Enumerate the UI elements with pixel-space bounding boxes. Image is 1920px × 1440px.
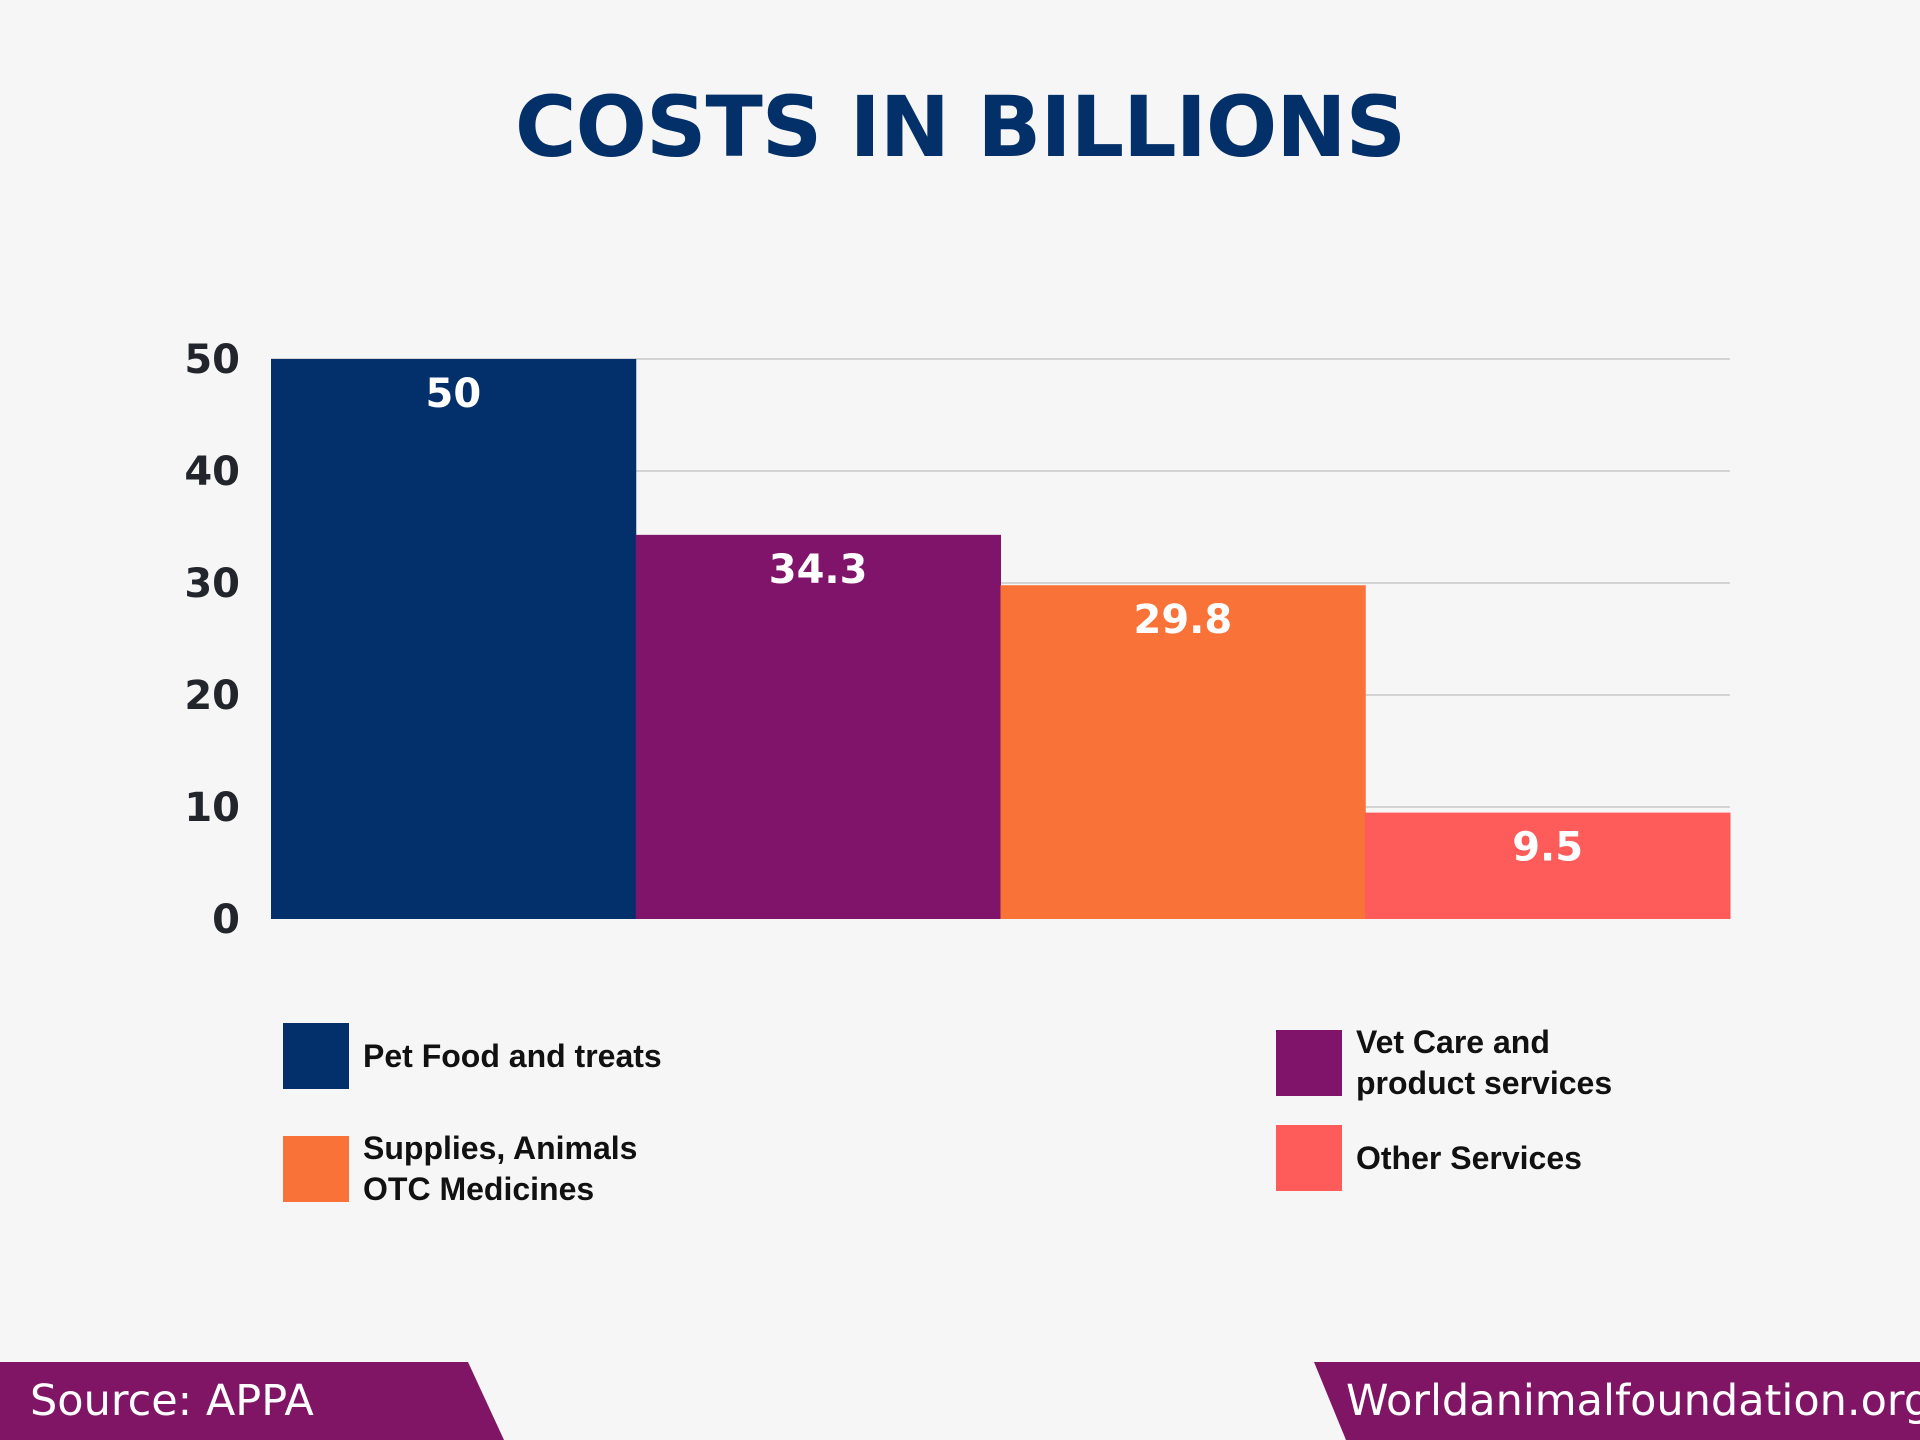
- legend-item-vet-care: Vet Care and product services: [1276, 1022, 1676, 1104]
- bar-chart: 0 10 20 30 40 50 50 34.3 29.8 9.5: [184, 337, 1731, 943]
- y-tick-label-20: 20: [184, 673, 240, 719]
- legend-label-other-services: Other Services: [1356, 1139, 1582, 1176]
- legend-label-pet-food: Pet Food and treats: [363, 1037, 662, 1074]
- chart-title: COSTS IN BILLIONS: [514, 78, 1406, 176]
- legend-label-vet-care: Vet Care and product services: [1356, 1024, 1613, 1101]
- bar-value-label-3: 29.8: [1134, 597, 1233, 643]
- legend-item-supplies: Supplies, Animals OTC Medicines: [283, 1128, 683, 1210]
- bars: [271, 359, 1731, 919]
- bar-value-label-1: 50: [426, 371, 482, 417]
- bar-2: [635, 534, 1001, 919]
- y-axis-ticks: 0 10 20 30 40 50: [184, 337, 240, 943]
- legend-swatch-other-services: [1276, 1125, 1342, 1191]
- footer-source-banner: Source: APPA: [0, 1362, 504, 1440]
- y-tick-label-50: 50: [184, 337, 240, 383]
- bar-4: [1365, 812, 1731, 919]
- bar-value-labels: 50 34.3 29.8 9.5: [426, 371, 1584, 871]
- legend-item-other-services: Other Services: [1276, 1125, 1676, 1191]
- y-tick-label-30: 30: [184, 561, 240, 607]
- legend-swatch-vet-care: [1276, 1030, 1342, 1096]
- legend-swatch-pet-food: [283, 1023, 349, 1089]
- legend-item-pet-food: Pet Food and treats: [283, 1023, 683, 1089]
- legend-label-supplies: Supplies, Animals OTC Medicines: [363, 1130, 638, 1207]
- y-tick-label-40: 40: [184, 449, 240, 495]
- bar-3: [1000, 585, 1366, 919]
- site-link[interactable]: Worldanimalfoundation.org: [1346, 1376, 1920, 1426]
- source-text: Source: APPA: [30, 1376, 314, 1426]
- bar-value-label-2: 34.3: [769, 547, 868, 593]
- bar-1: [271, 359, 637, 919]
- y-tick-label-0: 0: [212, 897, 240, 943]
- bar-value-label-4: 9.5: [1512, 825, 1583, 871]
- legend-swatch-supplies: [283, 1136, 349, 1202]
- y-tick-label-10: 10: [184, 785, 240, 831]
- footer-site-banner: Worldanimalfoundation.org: [1314, 1362, 1920, 1440]
